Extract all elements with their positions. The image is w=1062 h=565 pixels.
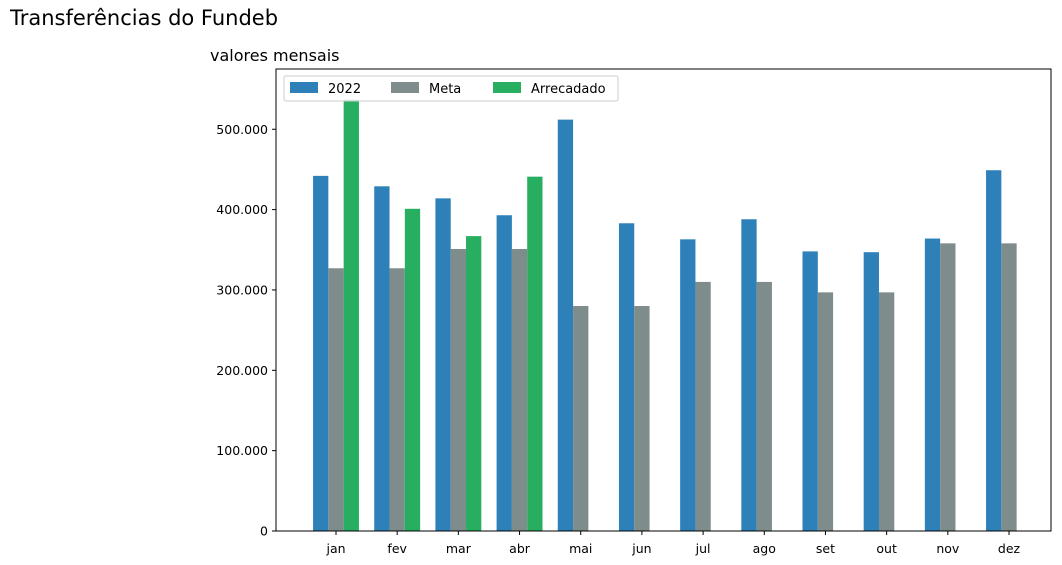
bar-meta-out: [878, 292, 895, 531]
bar-meta-fev: [389, 268, 405, 531]
x-tick-label: jun: [631, 541, 651, 556]
bar-2022-ago: [741, 219, 757, 531]
bar-2022-out: [863, 252, 879, 531]
bar-meta-mar: [450, 248, 467, 531]
legend-box: [283, 75, 619, 102]
legend-label-2022: 2022: [328, 82, 361, 97]
bar-arrecadado-abr: [527, 176, 543, 532]
bar-2022-jun: [618, 223, 635, 531]
y-tick-label: 500.000: [216, 122, 268, 137]
bar-2022-jan: [313, 175, 329, 531]
legend-swatch-meta: [391, 82, 419, 93]
y-tick-label: 400.000: [216, 202, 268, 217]
bar-meta-ago: [756, 281, 772, 531]
bar-meta-nov: [940, 243, 956, 531]
bar-2022-fev: [374, 186, 390, 531]
bar-arrecadado-jan: [343, 99, 359, 532]
x-tick-label: out: [876, 541, 897, 556]
bar-meta-jun: [634, 306, 650, 531]
bar-2022-dez: [986, 170, 1002, 531]
legend: 2022 Meta Arrecadado: [283, 75, 619, 102]
x-tick-label: fev: [387, 541, 407, 556]
y-tick-label: 200.000: [216, 363, 268, 378]
bar-2022-mai: [557, 119, 574, 531]
legend-swatch-2022: [290, 82, 318, 93]
bar-2022-set: [802, 251, 818, 531]
x-tick-label: ago: [753, 541, 776, 556]
bar-2022-mar: [435, 198, 451, 532]
chart-title: valores mensais: [210, 46, 340, 65]
x-tick-label: jul: [695, 541, 711, 556]
bar-2022-abr: [496, 215, 512, 532]
bar-2022-jul: [680, 239, 696, 531]
bar-meta-set: [817, 292, 834, 531]
bar-meta-jul: [695, 281, 711, 531]
x-tick-label: dez: [998, 541, 1021, 556]
bar-2022-nov: [924, 238, 941, 531]
y-tick-label: 100.000: [216, 443, 268, 458]
x-tick-label: abr: [509, 541, 531, 556]
bar-meta-mai: [573, 306, 589, 531]
bar-arrecadado-mar: [466, 236, 482, 531]
legend-label-arrecadado: Arrecadado: [531, 82, 606, 97]
legend-swatch-arrecadado: [493, 82, 521, 93]
bar-meta-dez: [1001, 243, 1017, 531]
x-tick-label: mar: [446, 541, 472, 556]
bar-meta-jan: [328, 268, 344, 531]
x-tick-label: jan: [325, 541, 345, 556]
figure-title: Transferências do Fundeb: [10, 6, 279, 30]
y-tick-label: 300.000: [216, 282, 268, 297]
x-tick-label: set: [816, 541, 835, 556]
bar-meta-abr: [511, 248, 528, 531]
x-tick-label: mai: [569, 541, 592, 556]
plot-frame: [275, 68, 1052, 532]
bar-arrecadado-fev: [404, 208, 421, 531]
x-tick-label: nov: [936, 541, 960, 556]
bars-group: [313, 99, 1017, 532]
legend-label-meta: Meta: [429, 82, 461, 97]
y-tick-label: 0: [260, 524, 268, 539]
axes-group: 0 100.000 200.000 300.000 400.000 500.000 jan f…: [216, 68, 1052, 556]
